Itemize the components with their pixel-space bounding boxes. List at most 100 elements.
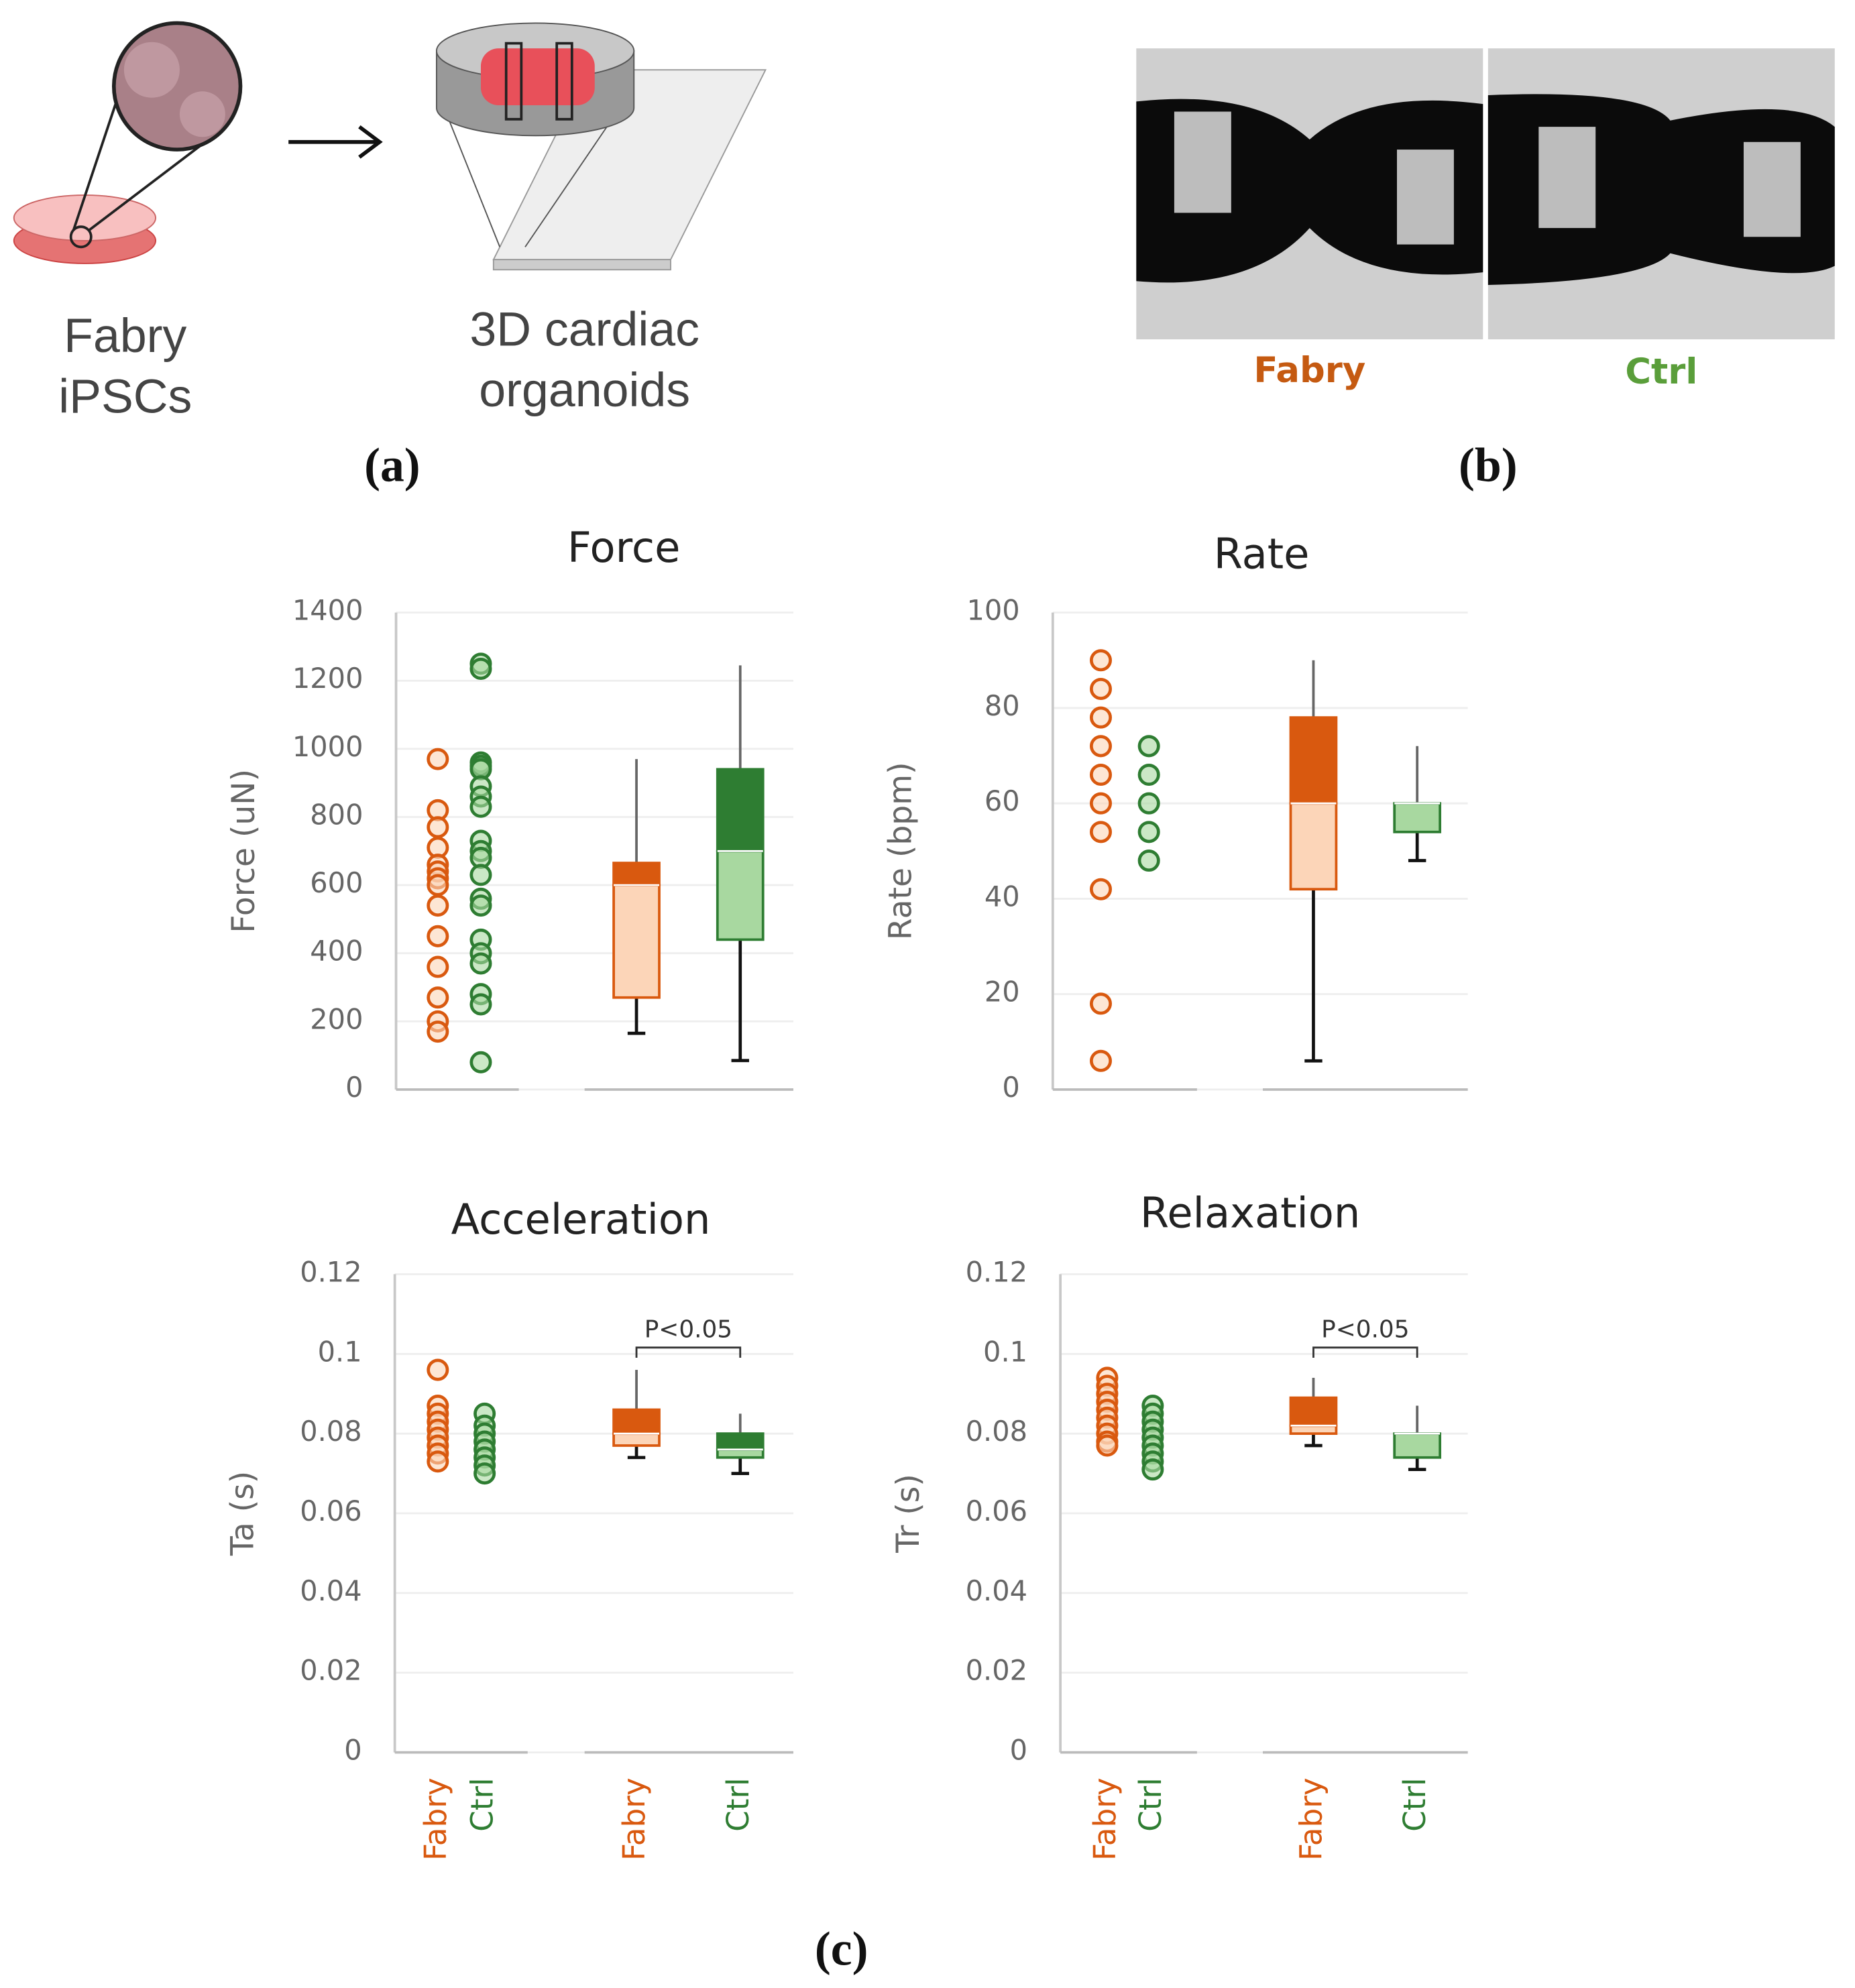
- point: [1089, 792, 1112, 815]
- point: [469, 795, 492, 818]
- y-axis-label: Rate (bpm): [882, 762, 919, 940]
- y-tick-label: 0.08: [300, 1415, 361, 1448]
- arrow-head: [358, 125, 383, 159]
- point: [427, 894, 449, 917]
- panel-label: (c): [815, 1922, 868, 1976]
- chart-title: Relaxation: [1140, 1189, 1360, 1238]
- panel-b-images: [1136, 48, 1835, 340]
- box-upper: [1289, 716, 1338, 805]
- point: [1089, 763, 1112, 786]
- box-upper: [716, 768, 765, 853]
- zoom-line: [72, 101, 118, 231]
- point: [1137, 763, 1160, 786]
- post: [504, 42, 523, 121]
- y-tick-label: 0: [345, 1071, 363, 1104]
- y-axis-label: Ta (s): [224, 1471, 261, 1556]
- y-tick-label: 0.02: [966, 1654, 1027, 1687]
- x-tick-label: Ctrl: [465, 1777, 500, 1832]
- y-tick-label: 80: [985, 689, 1020, 722]
- point: [427, 874, 449, 896]
- caption: Fabry: [64, 309, 186, 363]
- point: [1137, 850, 1160, 872]
- y-tick-label: 0.08: [966, 1415, 1027, 1448]
- x-tick-label: Fabry: [1293, 1777, 1329, 1861]
- x-tick-label: Fabry: [616, 1777, 652, 1861]
- y-tick-label: 60: [985, 784, 1020, 817]
- point: [1137, 735, 1160, 758]
- y-tick-label: 0.1: [318, 1335, 362, 1368]
- chart-title: Force: [567, 523, 680, 572]
- post: [555, 42, 573, 121]
- point: [469, 894, 492, 917]
- caption: iPSCs: [58, 370, 192, 424]
- point: [427, 1020, 449, 1043]
- dish-top: [13, 194, 157, 241]
- point: [1137, 792, 1160, 815]
- x-tick-label: Ctrl: [1397, 1777, 1432, 1832]
- point: [469, 657, 492, 680]
- post: [1174, 111, 1231, 213]
- y-tick-label: 0.12: [966, 1255, 1027, 1288]
- x-tick-label: Ctrl: [1133, 1777, 1168, 1832]
- point: [1089, 878, 1112, 900]
- caption: Ctrl: [1625, 351, 1697, 392]
- y-tick-label: 100: [967, 594, 1020, 627]
- box-lower: [716, 850, 765, 941]
- chart-title: Acceleration: [451, 1195, 711, 1244]
- panel-label: (a): [364, 438, 420, 491]
- point: [427, 986, 449, 1009]
- post: [1396, 150, 1454, 245]
- point: [1089, 677, 1112, 700]
- caption: 3D cardiac: [469, 303, 699, 357]
- y-tick-label: 0: [1002, 1071, 1019, 1104]
- box-lower: [1289, 802, 1338, 891]
- y-tick-label: 0.04: [300, 1574, 361, 1607]
- point: [427, 955, 449, 978]
- chart-title: Rate: [1214, 530, 1310, 579]
- box-lower: [612, 1432, 661, 1447]
- zoom-spot: [69, 225, 93, 249]
- point: [427, 1358, 449, 1381]
- y-tick-label: 200: [310, 1002, 363, 1035]
- point: [469, 1051, 492, 1073]
- plate-edge: [492, 259, 671, 271]
- panel-label: (b): [1459, 438, 1518, 491]
- panel-a-art: [13, 21, 767, 271]
- point: [1089, 1049, 1112, 1072]
- point: [469, 952, 492, 975]
- annotation: P<0.05: [1321, 1316, 1409, 1344]
- point: [1089, 735, 1112, 758]
- y-tick-label: 0.1: [983, 1335, 1027, 1368]
- box-lower: [612, 884, 661, 999]
- y-tick-label: 400: [310, 935, 363, 968]
- point: [1089, 706, 1112, 729]
- caption: organoids: [479, 363, 690, 417]
- box-lower: [1393, 802, 1442, 833]
- point: [1141, 1458, 1164, 1481]
- y-tick-label: 0: [1010, 1734, 1027, 1767]
- cell-colony: [123, 42, 180, 98]
- point: [427, 748, 449, 770]
- x-tick-label: Fabry: [418, 1777, 453, 1861]
- y-tick-label: 1200: [292, 662, 363, 695]
- bracket: [1312, 1346, 1418, 1358]
- box-upper: [716, 1432, 765, 1451]
- point: [427, 925, 449, 947]
- point: [1089, 649, 1112, 672]
- point: [1089, 992, 1112, 1015]
- point: [1137, 821, 1160, 843]
- post: [1743, 141, 1801, 237]
- point: [469, 864, 492, 886]
- x-tick-label: Ctrl: [720, 1777, 756, 1832]
- y-tick-label: 800: [310, 798, 363, 831]
- box-upper: [1289, 1396, 1338, 1427]
- tissue: [480, 48, 595, 106]
- post: [1538, 127, 1596, 229]
- y-tick-label: 0.04: [966, 1574, 1027, 1607]
- x-tick-label: Fabry: [1087, 1777, 1123, 1861]
- point: [469, 993, 492, 1016]
- y-tick-label: 1400: [292, 594, 363, 627]
- y-tick-label: 0.02: [300, 1654, 361, 1687]
